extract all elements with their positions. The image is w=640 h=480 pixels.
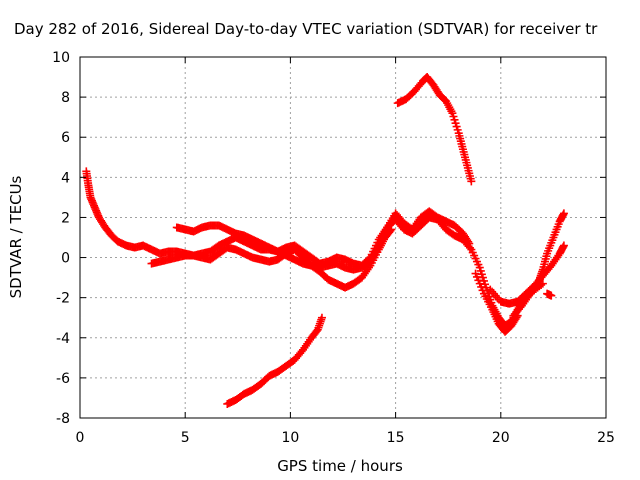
plot-frame bbox=[79, 56, 607, 419]
y-tick-label: 8 bbox=[61, 90, 70, 106]
y-tick-label: -8 bbox=[56, 411, 70, 427]
x-tick-label: 10 bbox=[281, 430, 299, 446]
y-tick-label: 6 bbox=[61, 130, 70, 146]
data-point bbox=[512, 313, 521, 322]
data-point bbox=[513, 311, 522, 320]
data-point bbox=[465, 239, 474, 248]
x-tick-label: 25 bbox=[597, 430, 615, 446]
data-point bbox=[547, 291, 556, 300]
x-tick-label: 5 bbox=[181, 430, 190, 446]
x-tick-label: 15 bbox=[387, 430, 405, 446]
y-tick-label: 2 bbox=[61, 210, 70, 226]
data-point bbox=[464, 237, 473, 246]
x-tick-label: 20 bbox=[492, 430, 510, 446]
data-point bbox=[387, 225, 396, 234]
x-axis-title: GPS time / hours bbox=[277, 457, 403, 475]
data-series bbox=[393, 73, 476, 186]
axis-ticks: 0 5 10 15 20 25 -8 -6 -4 -2 0 2 4 6 8 10 bbox=[52, 50, 615, 446]
y-axis-title: SDTVAR / TECUs bbox=[7, 175, 25, 298]
data-point bbox=[317, 313, 326, 322]
data-series bbox=[82, 167, 547, 330]
data-point bbox=[559, 241, 568, 250]
y-tick-label: -6 bbox=[56, 371, 70, 387]
data-point bbox=[559, 209, 568, 218]
data-series bbox=[543, 289, 556, 300]
y-tick-label: 0 bbox=[61, 251, 70, 267]
y-tick-label: -4 bbox=[56, 331, 70, 347]
data-series bbox=[223, 313, 326, 408]
data-series bbox=[172, 207, 474, 274]
grid bbox=[80, 57, 606, 418]
data-point bbox=[467, 177, 476, 186]
data-points bbox=[82, 73, 568, 408]
data-series bbox=[147, 225, 396, 292]
y-tick-label: -2 bbox=[56, 291, 70, 307]
chart-title: Day 282 of 2016, Sidereal Day-to-day VTE… bbox=[14, 20, 598, 38]
data-series bbox=[509, 209, 568, 320]
data-series bbox=[471, 269, 522, 336]
y-tick-label: 4 bbox=[61, 170, 70, 186]
y-tick-label: 10 bbox=[52, 50, 70, 66]
x-tick-label: 0 bbox=[76, 430, 85, 446]
